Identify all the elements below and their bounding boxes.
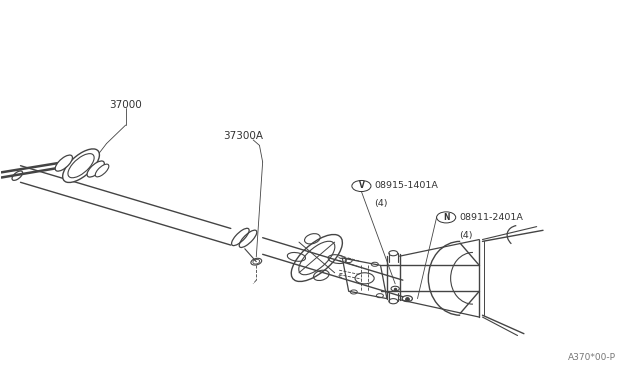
Ellipse shape	[55, 155, 72, 171]
Text: N: N	[443, 213, 449, 222]
Ellipse shape	[87, 161, 104, 177]
Text: 37300A: 37300A	[223, 131, 264, 141]
Text: V: V	[358, 182, 364, 190]
Text: (4): (4)	[374, 199, 388, 208]
Text: (4): (4)	[459, 231, 472, 240]
Text: 37000: 37000	[109, 100, 142, 110]
Text: 08915-1401A: 08915-1401A	[374, 182, 438, 190]
Text: 08911-2401A: 08911-2401A	[459, 213, 523, 222]
Ellipse shape	[251, 258, 262, 265]
Ellipse shape	[95, 164, 109, 177]
Ellipse shape	[63, 149, 99, 183]
Text: A370*00-P: A370*00-P	[568, 353, 616, 362]
